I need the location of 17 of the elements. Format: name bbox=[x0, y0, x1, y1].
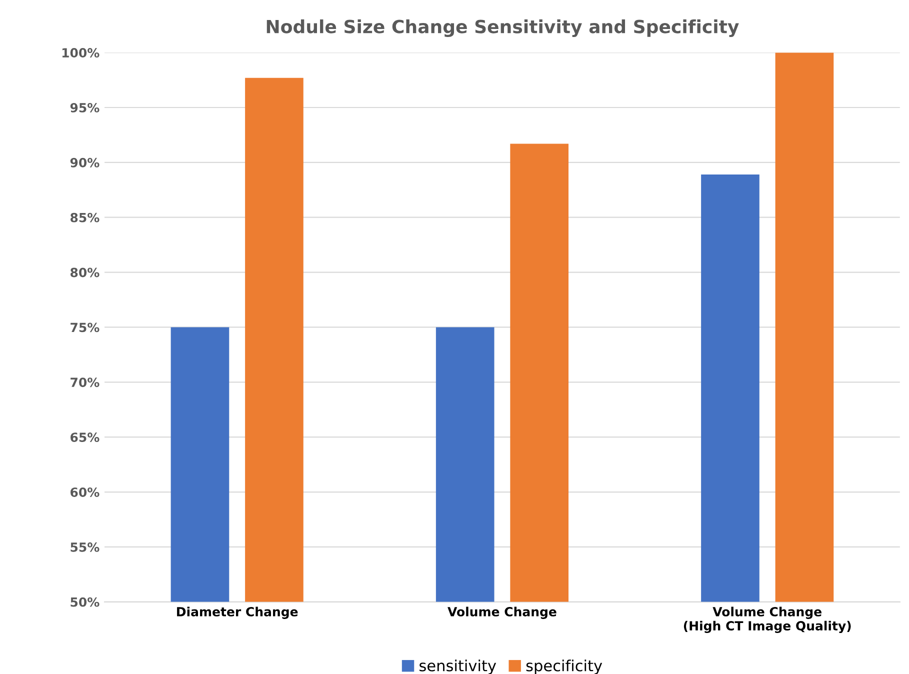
y-tick-label: 60% bbox=[70, 487, 100, 497]
y-tick-label: 50% bbox=[70, 597, 100, 607]
x-tick-label: Volume Change (High CT Image Quality) bbox=[684, 606, 851, 634]
y-tick-label: 90% bbox=[70, 158, 100, 168]
y-tick-label: 65% bbox=[70, 432, 100, 442]
y-tick-label: 85% bbox=[70, 212, 100, 222]
x-tick-label: Volume Change bbox=[448, 606, 556, 619]
y-tick-label: 75% bbox=[70, 322, 100, 332]
legend-label: specificity bbox=[526, 660, 602, 674]
y-tick-label: 95% bbox=[70, 102, 100, 112]
legend-label: sensitivity bbox=[420, 660, 496, 674]
y-tick-label: 55% bbox=[70, 542, 100, 552]
y-tick-label: 70% bbox=[70, 378, 100, 388]
x-tick-label: Diameter Change bbox=[177, 606, 298, 619]
y-tick-label: 80% bbox=[70, 268, 100, 278]
y-tick-label: 100% bbox=[62, 48, 100, 58]
chart-title: Nodule Size Change Sensitivity and Specificity bbox=[266, 19, 739, 38]
